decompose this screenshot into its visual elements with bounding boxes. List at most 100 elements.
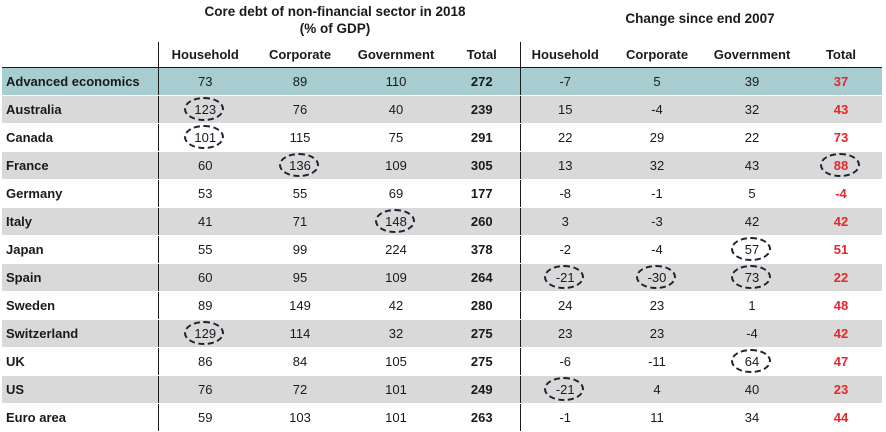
cell-value: 41: [198, 214, 213, 229]
debt-value-cell: 136: [252, 151, 348, 180]
debt-value-cell: 89: [157, 291, 252, 320]
change-value-cell: 37: [800, 67, 882, 96]
cell-value: 3: [561, 214, 569, 229]
cell-value: 69: [388, 186, 404, 201]
change-value-cell: 13: [520, 151, 610, 180]
table-row: Italy 41 71 148 260 3 -3 42 42: [2, 207, 882, 236]
title-change-since-2007: Change since end 2007: [625, 11, 775, 26]
cell-value: 260: [470, 214, 493, 229]
debt-value-cell: 55: [157, 235, 252, 264]
cell-value: 291: [470, 130, 493, 145]
debt-value-cell: 101: [348, 375, 444, 404]
cell-value: -6: [559, 354, 572, 369]
debt-table: Household Corporate Government Total Hou…: [2, 42, 882, 432]
cell-value: 73: [731, 264, 771, 289]
cell-value: 88: [820, 152, 860, 177]
title-core-debt: Core debt of non-financial sector in 201…: [150, 3, 520, 37]
cell-value: 84: [292, 354, 308, 369]
debt-value-cell: 109: [348, 263, 444, 292]
debt-value-cell: 291: [444, 123, 521, 152]
highlight-circle: [278, 152, 319, 177]
cell-value: 32: [744, 102, 760, 117]
debt-value-cell: 53: [157, 179, 252, 208]
country-name: Advanced economics: [2, 67, 158, 96]
change-value-cell: -2: [520, 235, 610, 264]
cell-value: 136: [278, 152, 319, 177]
debt-value-cell: 115: [252, 123, 348, 152]
debt-value-cell: 32: [348, 319, 444, 348]
change-value-cell: 24: [520, 291, 610, 320]
cell-value: 23: [833, 382, 849, 397]
country-name: UK: [2, 347, 158, 376]
debt-value-cell: 99: [252, 235, 348, 264]
cell-value: 23: [558, 326, 573, 341]
cell-value: 76: [292, 102, 308, 117]
highlight-circle: [731, 264, 771, 289]
cell-value: 43: [833, 102, 849, 117]
cell-value: -1: [651, 186, 663, 201]
table-row: Australia 123 76 40 239 15 -4 32 43: [2, 95, 882, 124]
change-value-cell: 88: [800, 151, 882, 180]
header-total: Total: [444, 42, 521, 68]
cell-value: 1: [748, 298, 756, 313]
cell-value: 13: [558, 158, 573, 173]
country-name: Australia: [2, 95, 158, 124]
cell-value: 15: [558, 102, 573, 117]
debt-value-cell: 239: [444, 95, 521, 124]
cell-value: -4: [651, 242, 663, 257]
change-value-cell: -1: [610, 179, 704, 208]
debt-value-cell: 249: [444, 375, 521, 404]
cell-value: -30: [635, 264, 676, 289]
cell-value: -21: [544, 376, 585, 401]
change-value-cell: 43: [800, 95, 882, 124]
debt-value-cell: 105: [348, 347, 444, 376]
cell-value: 22: [744, 130, 760, 145]
highlight-circle: [374, 208, 415, 233]
country-name: Spain: [2, 263, 158, 292]
cell-value: 89: [198, 298, 213, 313]
change-value-cell: -4: [800, 179, 882, 208]
cell-value: 23: [649, 326, 665, 341]
change-value-cell: 3: [520, 207, 610, 236]
debt-value-cell: 89: [252, 67, 348, 96]
cell-value: 264: [470, 270, 493, 285]
cell-value: 76: [198, 382, 213, 397]
change-value-cell: 23: [610, 319, 704, 348]
highlight-circle: [544, 376, 585, 401]
highlight-circle: [635, 264, 676, 289]
change-value-cell: 64: [704, 347, 800, 376]
change-value-cell: 23: [520, 319, 610, 348]
cell-value: -4: [651, 102, 663, 117]
cell-value: -11: [648, 354, 666, 369]
cell-value: 73: [198, 74, 213, 89]
cell-value: 114: [289, 326, 311, 341]
cell-value: 149: [289, 298, 311, 313]
cell-value: 249: [470, 382, 493, 397]
cell-value: 275: [470, 354, 493, 369]
change-value-cell: 47: [800, 347, 882, 376]
change-value-cell: -4: [610, 235, 704, 264]
table-row: Advanced economics 73 89 110 272 -7 5 39 37: [2, 67, 882, 96]
country-name: US: [2, 375, 158, 404]
cell-value: 105: [385, 354, 407, 369]
cell-value: 39: [744, 74, 760, 89]
cell-value: -8: [559, 186, 572, 201]
cell-value: 32: [649, 158, 665, 173]
cell-value: 24: [558, 298, 573, 313]
change-value-cell: -30: [610, 263, 704, 292]
debt-value-cell: 76: [252, 95, 348, 124]
cell-value: 275: [470, 326, 493, 341]
change-value-cell: 22: [704, 123, 800, 152]
cell-value: -4: [746, 326, 758, 341]
cell-value: 95: [292, 270, 308, 285]
change-value-cell: 5: [704, 179, 800, 208]
cell-value: 109: [385, 158, 407, 173]
change-value-cell: 73: [800, 123, 882, 152]
highlight-circle: [820, 152, 860, 177]
cell-value: 109: [385, 270, 407, 285]
cell-value: 71: [292, 214, 308, 229]
table-row: Switzerland 129 114 32 275 23 23 -4 42: [2, 319, 882, 348]
debt-value-cell: 114: [252, 319, 348, 348]
table-row: Germany 53 55 69 177 -8 -1 5 -4: [2, 179, 882, 208]
cell-value: 5: [748, 186, 756, 201]
